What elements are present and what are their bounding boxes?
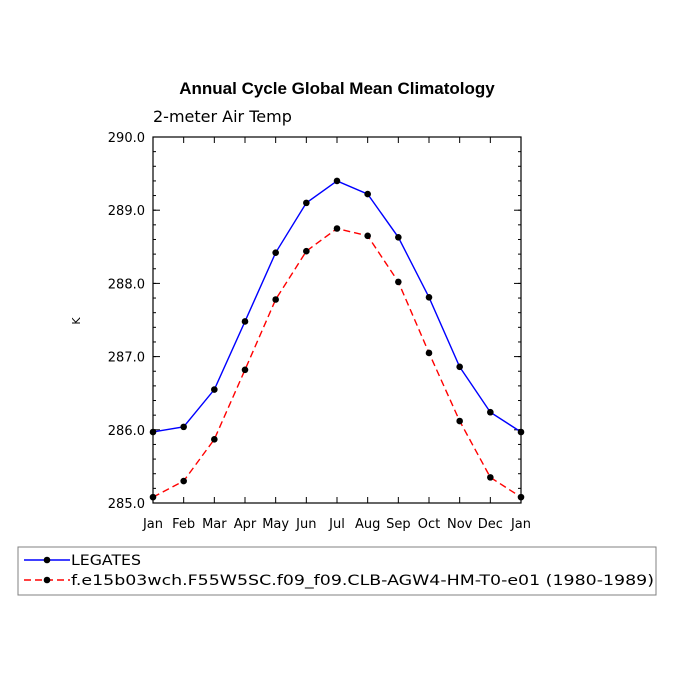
series-2-point xyxy=(149,493,157,501)
x-tick-label: Apr xyxy=(234,517,257,532)
series-2-point xyxy=(456,417,463,425)
series-line-2 xyxy=(152,227,522,498)
chart-title: Annual Cycle Global Mean Climatology xyxy=(179,79,495,98)
series-1-point xyxy=(333,177,341,185)
series-2-point xyxy=(517,493,525,501)
series-1-point xyxy=(149,428,157,436)
legend-swatch-marker xyxy=(43,556,51,564)
x-tick-label: Jan xyxy=(142,517,163,532)
series-2-point xyxy=(395,278,402,286)
x-tick-label: Dec xyxy=(478,517,503,532)
legend-entry-label: LEGATES xyxy=(71,553,141,569)
series-2-point xyxy=(241,366,249,374)
series-1-point xyxy=(241,318,249,325)
y-tick-label: 285.0 xyxy=(108,497,145,512)
x-tick-label: Oct xyxy=(418,517,440,532)
series-2-point xyxy=(180,477,187,485)
x-tick-label: Sep xyxy=(386,517,411,532)
series-line-1 xyxy=(152,180,522,433)
legend: LEGATES f.e15b03wch.F55W5SC.f09_f09.CLB-A… xyxy=(17,546,657,596)
series-2-point xyxy=(487,474,494,481)
y-tick-label: 290.0 xyxy=(108,131,145,146)
series-1-point xyxy=(425,294,433,301)
series-2-point xyxy=(211,436,218,443)
series-1-point xyxy=(272,249,279,256)
x-tick-label: Feb xyxy=(172,517,195,532)
x-tick-label: May xyxy=(262,517,289,532)
series-1-point xyxy=(456,363,463,371)
series-2-point xyxy=(333,225,341,232)
series-1-point xyxy=(395,233,402,241)
series-1-point xyxy=(211,386,218,393)
y-tick-label: 289.0 xyxy=(108,204,145,219)
ticks-layer: Jan Feb Mar Apr May Jun Jul Aug Sep Oct Nov Dec Jan 2… xyxy=(108,131,531,532)
series-1-point xyxy=(487,408,494,416)
chart-subtitle: 2-meter Air Temp xyxy=(153,107,292,126)
legend-entry-label: f.e15b03wch.F55W5SC.f09_f09.CLB-AGW4-HM-… xyxy=(71,573,654,589)
series-2-point xyxy=(272,296,279,303)
series-1-point xyxy=(364,190,371,198)
x-tick-label: Jun xyxy=(295,517,316,532)
series-1-point xyxy=(180,423,187,431)
series-1-point xyxy=(517,428,525,436)
y-axis-label: K xyxy=(70,317,83,325)
series-layer xyxy=(149,177,525,501)
x-tick-label: Aug xyxy=(355,517,380,532)
series-2-point xyxy=(303,247,310,255)
plot-frame xyxy=(152,136,522,504)
x-tick-label: Jul xyxy=(328,517,345,532)
y-tick-label: 288.0 xyxy=(108,277,145,292)
series-2-point xyxy=(425,349,433,357)
x-tick-label: Jan xyxy=(510,517,531,532)
series-2-point xyxy=(364,232,371,240)
x-tick-label: Mar xyxy=(202,517,227,532)
series-1-point xyxy=(303,199,310,207)
y-tick-label: 286.0 xyxy=(108,424,145,439)
y-tick-label: 287.0 xyxy=(108,351,145,366)
legend-swatch-marker xyxy=(43,576,51,584)
legend-box xyxy=(17,546,657,596)
x-tick-label: Nov xyxy=(447,517,473,532)
